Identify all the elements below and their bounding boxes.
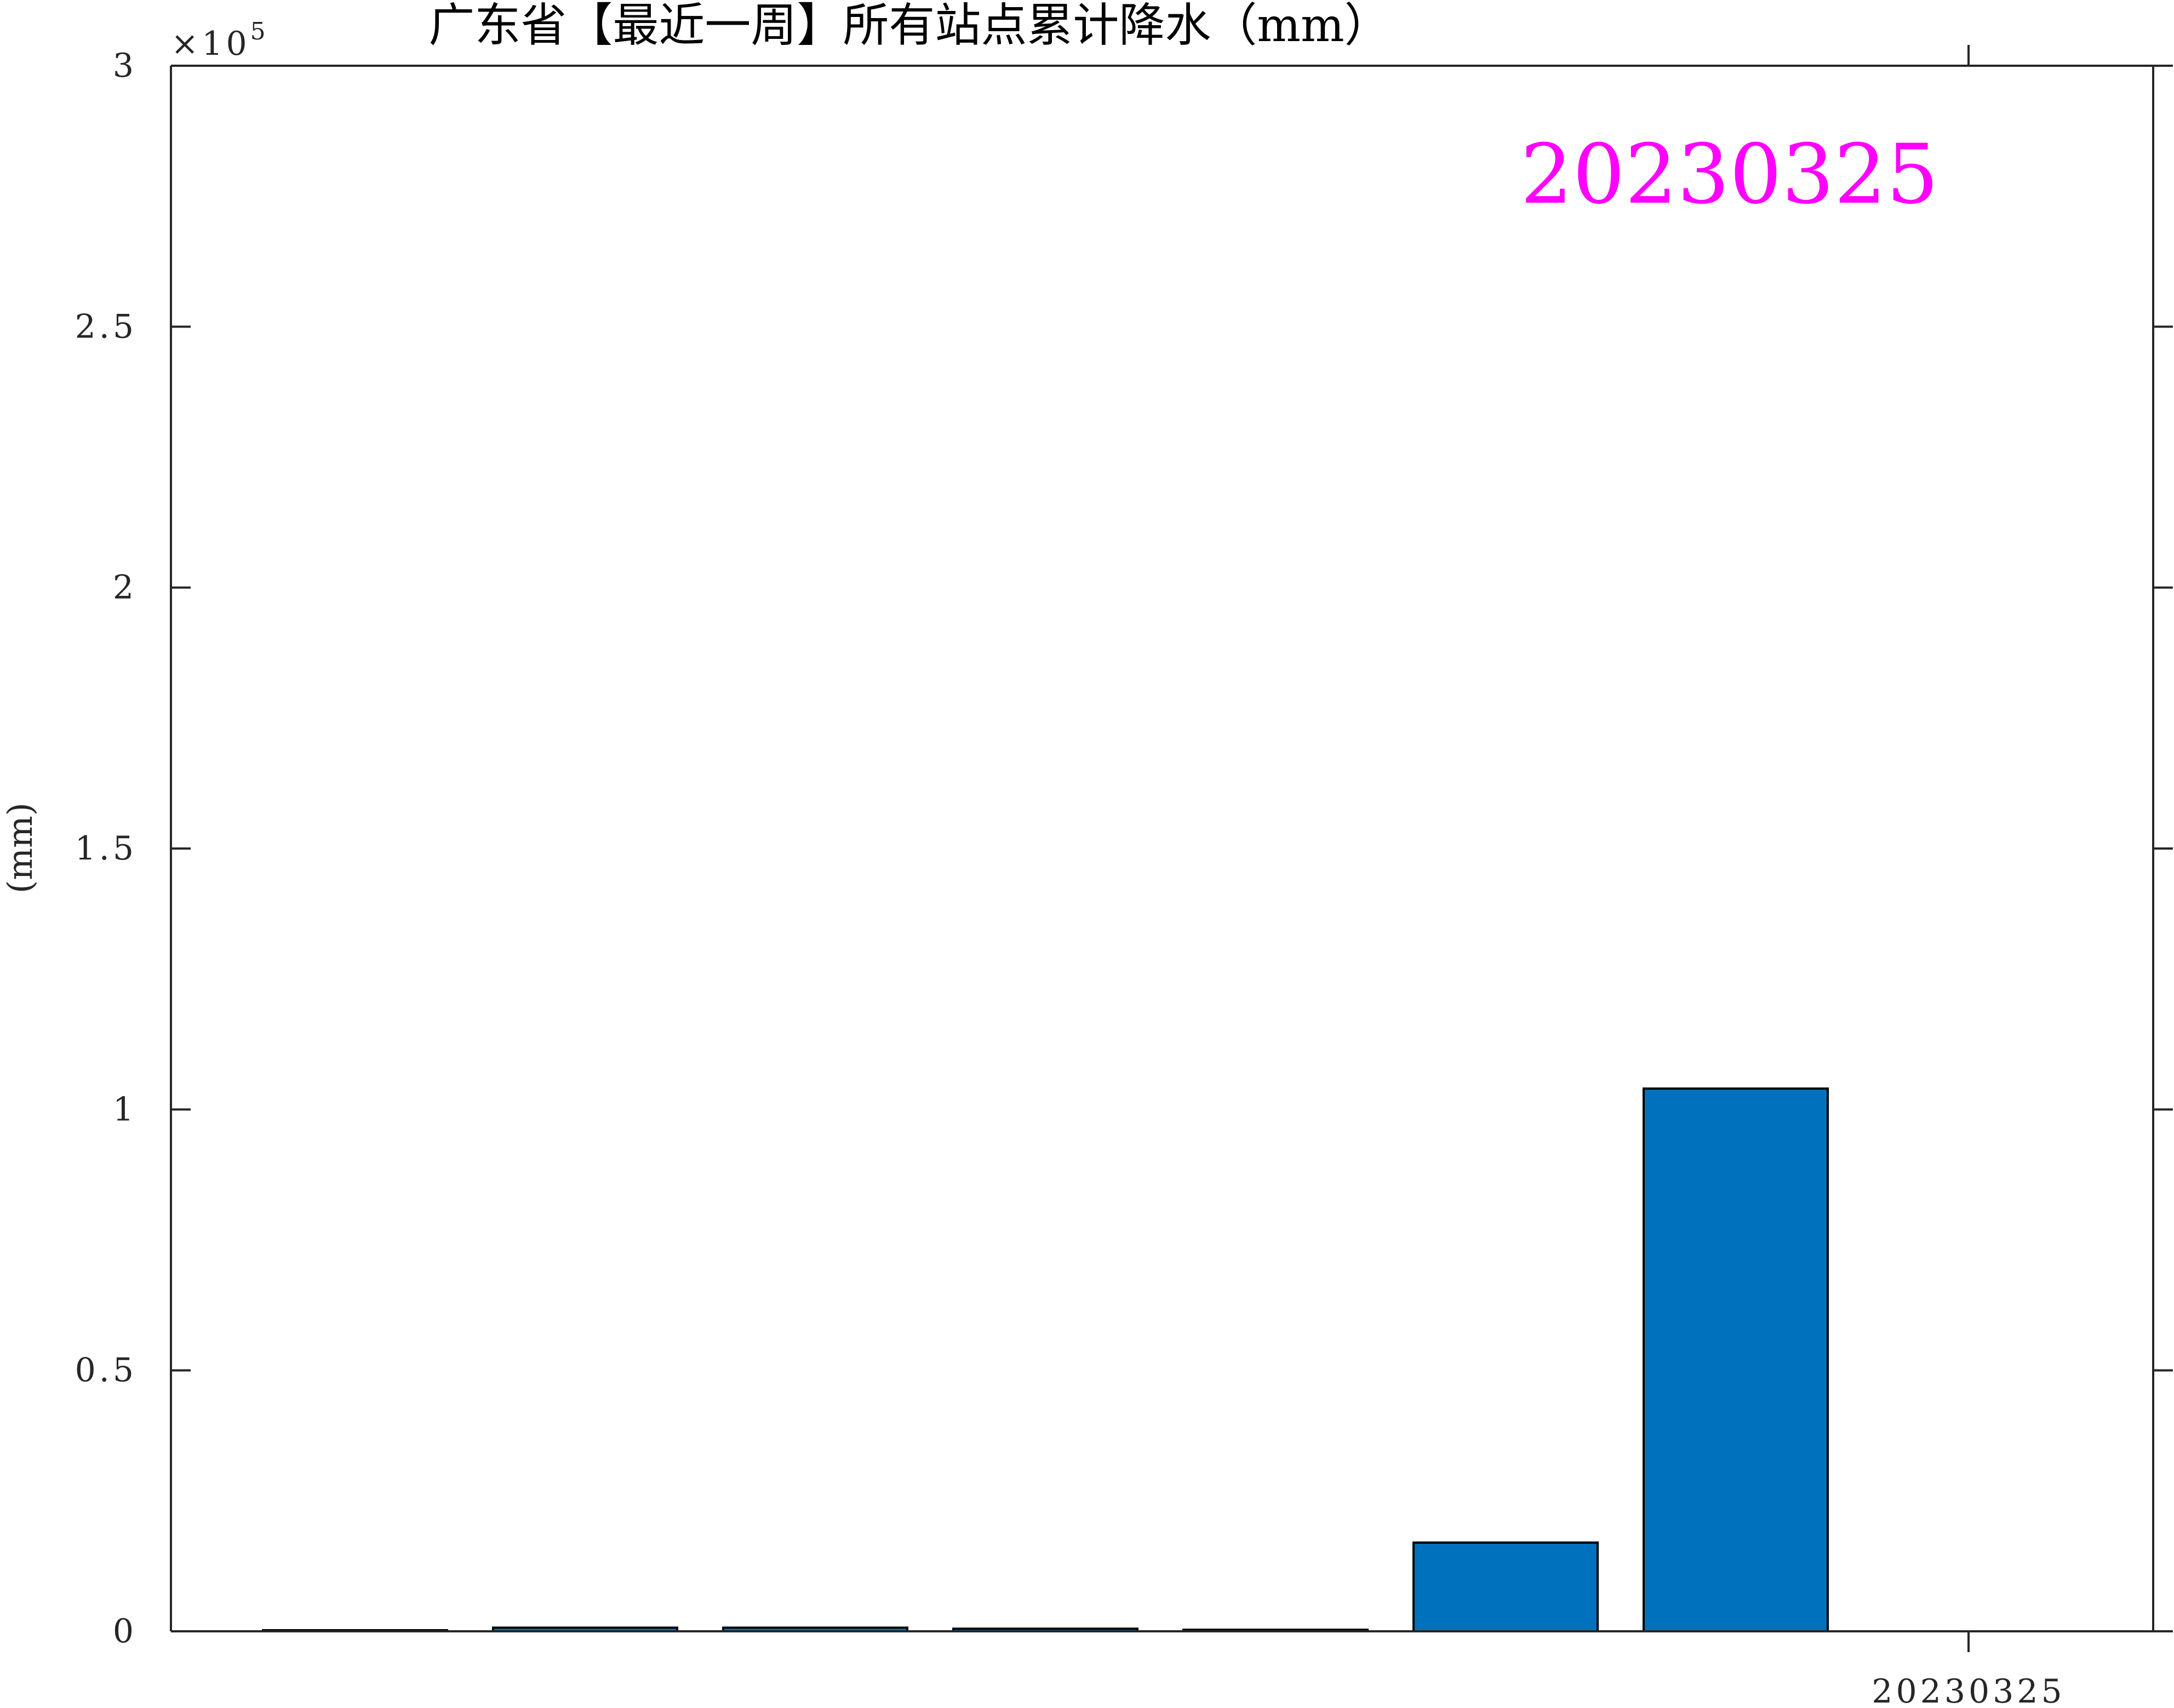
y-ticks-group: 0 0.5 1 1.5 2 2.5 3	[75, 47, 2173, 1650]
y-tick-label: 2	[113, 569, 137, 607]
y-tick-label: 0	[113, 1612, 137, 1650]
chart-title: 广东省【最近一周】所有站点累计降水（mm）	[428, 0, 1390, 52]
axes-box	[170, 65, 2173, 1632]
bar-6	[1412, 1541, 1599, 1632]
y-tick-label: 1	[113, 1090, 137, 1128]
x-tick-label: 20230325	[1872, 1672, 2065, 1708]
y-tick-label: 0.5	[75, 1351, 137, 1390]
y-axis-exponent: ×105	[171, 18, 269, 63]
y-tick-label: 1.5	[75, 829, 137, 868]
y-tick-label: 3	[113, 47, 137, 85]
x-ticks-group: 20230325	[1872, 45, 2065, 1708]
y-tick-label: 2.5	[75, 307, 137, 346]
y-axis-label: (mm)	[0, 803, 40, 893]
date-annotation: 20230325	[1520, 127, 1938, 222]
bars-group	[262, 1087, 1829, 1633]
bar-7	[1643, 1087, 1829, 1632]
